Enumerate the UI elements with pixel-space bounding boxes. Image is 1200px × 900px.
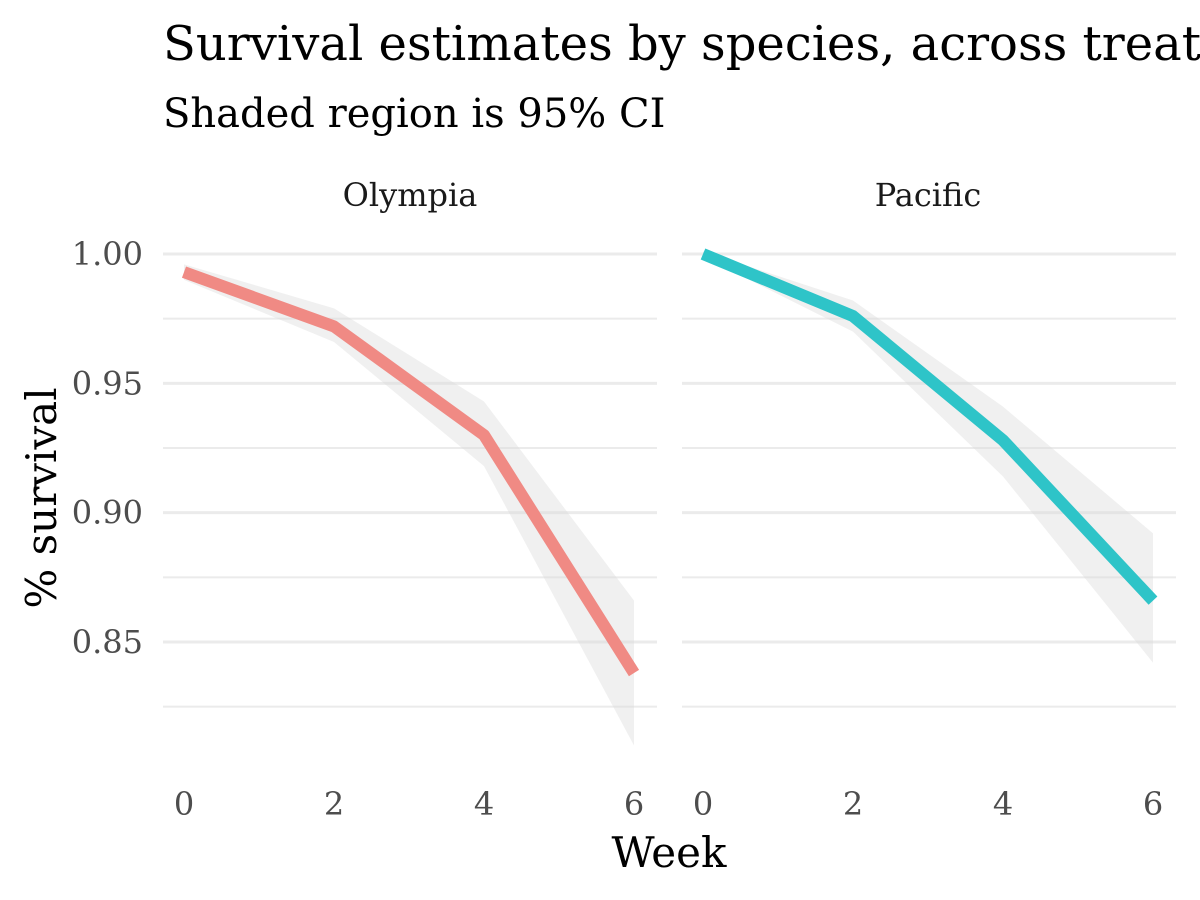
y-axis-ticks: 0.85 0.90 0.95 1.00: [72, 235, 143, 661]
x-tick-label: 2: [843, 785, 863, 823]
y-tick-label: 1.00: [72, 235, 143, 273]
panel-pacific-line-layer: [700, 248, 1158, 605]
ci-ribbon-olympia: [184, 264, 634, 746]
chart-title: Survival estimates by species, across tr…: [163, 16, 1200, 72]
x-tick-label: 6: [1143, 785, 1163, 823]
series-line-olympia: [181, 266, 640, 677]
panel-olympia-line-layer: [181, 266, 640, 677]
panel-pacific-x-ticks: 0 2 4 6: [693, 785, 1163, 823]
x-axis-title: Week: [612, 828, 727, 877]
chart-subtitle: Shaded region is 95% CI: [163, 91, 665, 137]
y-tick-label: 0.85: [72, 623, 143, 661]
panel-olympia-ci-layer: [184, 264, 634, 746]
y-axis-title: % survival: [17, 387, 66, 608]
y-tick-label: 0.95: [72, 364, 143, 402]
strip-label-pacific: Pacific: [875, 176, 982, 214]
x-tick-label: 0: [174, 785, 194, 823]
x-tick-label: 6: [624, 785, 644, 823]
panel-pacific: Pacific 0 2 4 6: [682, 176, 1176, 823]
x-tick-label: 2: [324, 785, 344, 823]
series-line-pacific: [700, 248, 1158, 605]
panel-olympia: Olympia 0 2 4 6: [163, 176, 657, 823]
strip-label-olympia: Olympia: [343, 176, 478, 214]
x-tick-label: 4: [474, 785, 494, 823]
panel-olympia-grid: [163, 252, 657, 708]
x-tick-label: 4: [993, 785, 1013, 823]
y-tick-label: 0.90: [72, 494, 143, 532]
panel-olympia-x-ticks: 0 2 4 6: [174, 785, 644, 823]
x-tick-label: 0: [693, 785, 713, 823]
